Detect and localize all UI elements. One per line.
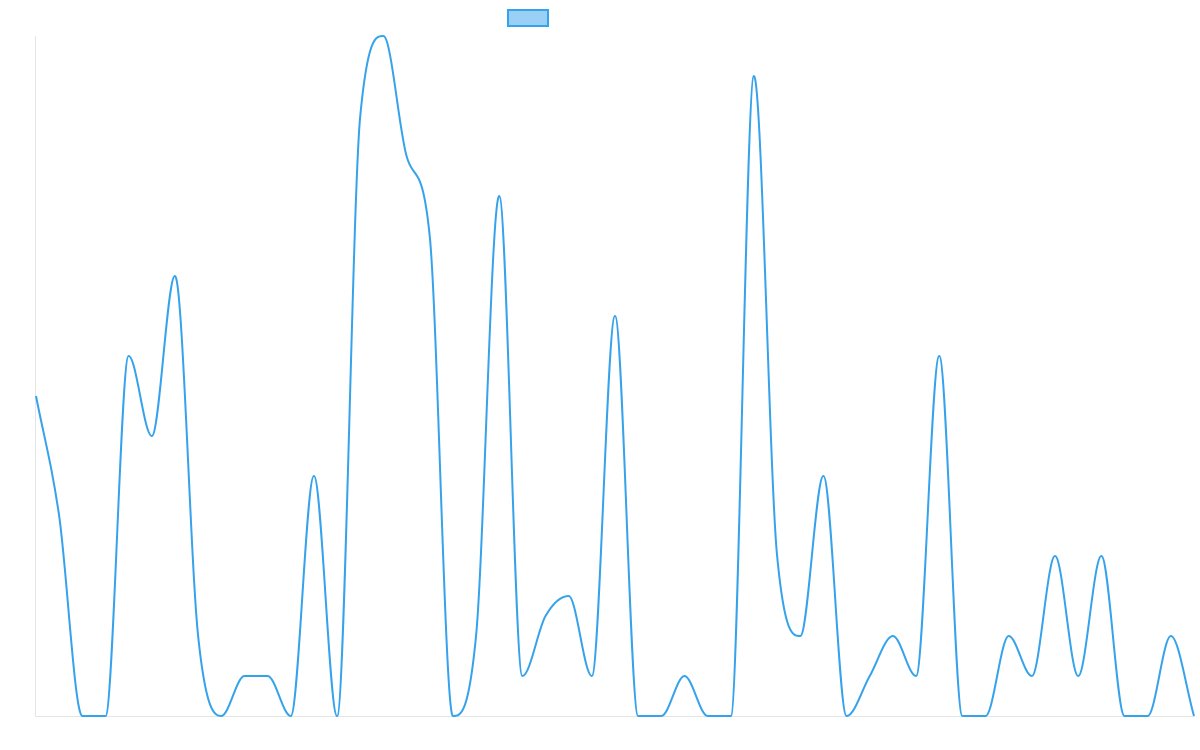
data-point[interactable] xyxy=(1168,633,1174,639)
data-point[interactable] xyxy=(867,673,873,679)
data-point[interactable] xyxy=(612,313,618,319)
legend-swatch[interactable] xyxy=(507,9,549,27)
data-point[interactable] xyxy=(450,713,456,719)
data-point[interactable] xyxy=(149,433,155,439)
data-point[interactable] xyxy=(1191,713,1197,719)
data-point[interactable] xyxy=(195,633,201,639)
data-point[interactable] xyxy=(33,393,39,399)
data-point[interactable] xyxy=(1122,713,1128,719)
data-point[interactable] xyxy=(311,473,317,479)
data-point[interactable] xyxy=(797,633,803,639)
data-point[interactable] xyxy=(566,593,572,599)
data-point[interactable] xyxy=(473,633,479,639)
data-point[interactable] xyxy=(936,353,942,359)
data-point[interactable] xyxy=(705,713,711,719)
data-point[interactable] xyxy=(218,713,224,719)
series-line xyxy=(35,35,1195,717)
data-point[interactable] xyxy=(265,673,271,679)
data-point[interactable] xyxy=(751,73,757,79)
data-point[interactable] xyxy=(1052,553,1058,559)
data-point[interactable] xyxy=(172,273,178,279)
data-point[interactable] xyxy=(658,713,664,719)
data-point[interactable] xyxy=(681,673,687,679)
data-point[interactable] xyxy=(1075,673,1081,679)
data-point[interactable] xyxy=(496,193,502,199)
data-point[interactable] xyxy=(288,713,294,719)
data-point[interactable] xyxy=(728,713,734,719)
data-point[interactable] xyxy=(357,113,363,119)
data-points xyxy=(33,33,1197,719)
data-point[interactable] xyxy=(844,713,850,719)
data-point[interactable] xyxy=(1006,633,1012,639)
data-point[interactable] xyxy=(1145,713,1151,719)
data-point[interactable] xyxy=(79,713,85,719)
data-point[interactable] xyxy=(1098,553,1104,559)
data-point[interactable] xyxy=(774,553,780,559)
data-point[interactable] xyxy=(890,633,896,639)
data-point[interactable] xyxy=(983,713,989,719)
data-point[interactable] xyxy=(820,473,826,479)
data-point[interactable] xyxy=(102,713,108,719)
legend[interactable] xyxy=(507,9,549,27)
data-point[interactable] xyxy=(543,613,549,619)
data-point[interactable] xyxy=(519,673,525,679)
data-point[interactable] xyxy=(959,713,965,719)
data-point[interactable] xyxy=(334,713,340,719)
data-point[interactable] xyxy=(913,673,919,679)
data-point[interactable] xyxy=(241,673,247,679)
data-point[interactable] xyxy=(404,153,410,159)
data-point[interactable] xyxy=(1029,673,1035,679)
data-point[interactable] xyxy=(589,673,595,679)
data-point[interactable] xyxy=(427,233,433,239)
data-point[interactable] xyxy=(126,353,132,359)
data-point[interactable] xyxy=(380,33,386,39)
data-point[interactable] xyxy=(635,713,641,719)
data-point[interactable] xyxy=(56,513,62,519)
